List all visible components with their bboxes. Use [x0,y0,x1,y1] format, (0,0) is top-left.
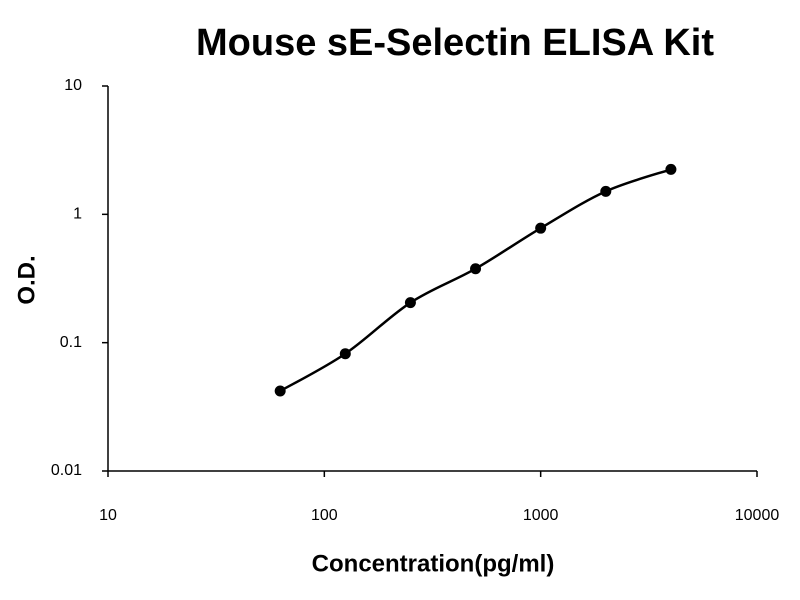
x-tick-label: 10 [99,507,117,524]
x-tick-label: 10000 [735,507,780,524]
data-point [274,385,286,397]
y-tick-label: 0.01 [51,462,82,479]
chart-title: Mouse sE-Selectin ELISA Kit [196,22,714,64]
y-tick-label: 1 [73,206,82,223]
data-point [339,348,351,360]
x-tick-label: 1000 [523,507,559,524]
curve [279,168,672,393]
y-tick-label: 0.1 [60,334,82,351]
x-axis-title: Concentration(pg/ml) [312,550,555,577]
data-point [404,297,416,309]
x-tick-label: 100 [311,507,338,524]
data-point [470,263,482,275]
y-tick-label: 10 [64,77,82,94]
data-point [665,163,677,175]
data-point [535,222,547,234]
data-point [600,185,612,197]
y-axis-title: O.D. [13,255,40,304]
